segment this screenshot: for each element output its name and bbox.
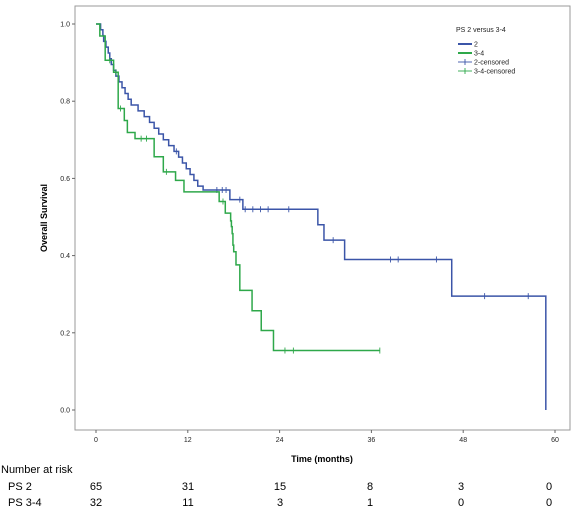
y-tick-label: 0.0 [60, 408, 70, 415]
x-axis: 0 12 24 36 48 60 [94, 430, 559, 444]
y-tick-label: 0.8 [60, 99, 70, 106]
survival-curve-2 [96, 23, 547, 410]
risk-value: 3 [277, 497, 283, 508]
y-tick-label: 0.6 [60, 176, 70, 183]
legend-title: PS 2 versus 3-4 [456, 27, 506, 34]
risk-value: 11 [182, 497, 193, 508]
x-tick-label: 48 [459, 437, 467, 444]
x-tick-label: 24 [276, 437, 284, 444]
legend-entry: 3-4-censored [474, 69, 515, 76]
y-tick-label: 1.0 [60, 22, 70, 29]
x-tick-label: 0 [94, 437, 98, 444]
y-tick-label: 0.2 [60, 330, 70, 337]
risk-value: 3 [458, 481, 464, 493]
series-layer [96, 23, 547, 410]
risk-value: 0 [458, 497, 464, 508]
risk-row-label: PS 2 [8, 481, 32, 493]
risk-value: 0 [546, 497, 552, 508]
y-axis-title: Overall Survival [39, 184, 49, 252]
plot-area [74, 5, 571, 431]
risk-value: 15 [274, 481, 286, 493]
risk-value: 65 [90, 481, 102, 493]
risk-row-label: PS 3-4 [8, 497, 42, 508]
legend: PS 2 versus 3-4 2 3-4 2-censored 3-4-censor… [456, 27, 515, 76]
x-tick-label: 12 [184, 437, 192, 444]
risk-value: 0 [546, 481, 552, 493]
survival-curve-3-4 [96, 23, 380, 352]
risk-value: 8 [367, 481, 373, 493]
plot-frame [74, 5, 571, 431]
y-tick-label: 0.4 [60, 253, 70, 260]
legend-entry: 3-4 [474, 51, 484, 58]
risk-table-heading: Number at risk [1, 464, 73, 476]
legend-entry: 2 [474, 42, 478, 49]
x-tick-label: 36 [368, 437, 376, 444]
risk-table: Number at risk PS 2 65 31 15 8 3 0PS 3-4 32 11 3 1… [1, 464, 552, 508]
y-axis: 0.0 0.2 0.4 0.6 0.8 1.0 [60, 22, 75, 415]
x-tick-label: 60 [551, 437, 559, 444]
x-axis-title: Time (months) [291, 454, 353, 464]
legend-entry: 2-censored [474, 60, 509, 67]
risk-value: 31 [182, 481, 194, 493]
risk-value: 1 [367, 497, 373, 508]
risk-value: 32 [90, 497, 102, 508]
